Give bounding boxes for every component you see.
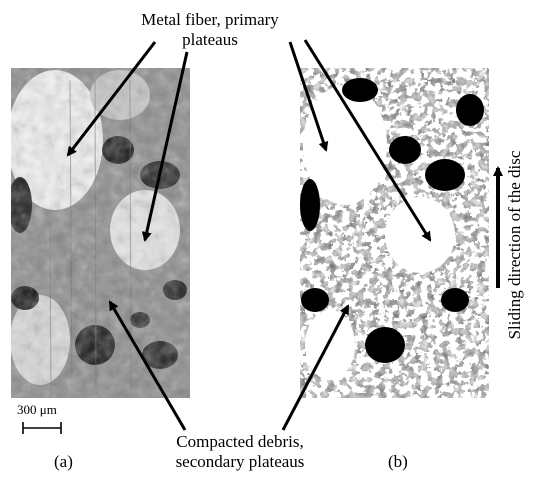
arrows-primary-plateaus: [66, 39, 432, 242]
scale-bar: [22, 422, 62, 434]
sliding-direction-label: Sliding direction of the disc: [505, 150, 524, 340]
arrows-secondary-plateaus: [108, 300, 350, 431]
primary-plateaus-annotation: Metal fiber, primary plateaus: [0, 10, 420, 50]
primary-plateaus-line1: Metal fiber, primary: [141, 10, 279, 29]
secondary-plateaus-line1: Compacted debris,: [176, 432, 304, 451]
micrograph-a: [11, 68, 190, 398]
secondary-plateaus-line2: secondary plateaus: [175, 452, 305, 471]
secondary-plateaus-annotation: Compacted debris, secondary plateaus: [110, 432, 370, 472]
panel-a-label: (a): [54, 452, 73, 471]
primary-plateaus-line2: plateaus: [182, 30, 238, 49]
scale-bar-label: 300 μm: [17, 402, 57, 417]
panel-b-label: (b): [388, 452, 408, 471]
micrograph-b: [300, 68, 489, 398]
